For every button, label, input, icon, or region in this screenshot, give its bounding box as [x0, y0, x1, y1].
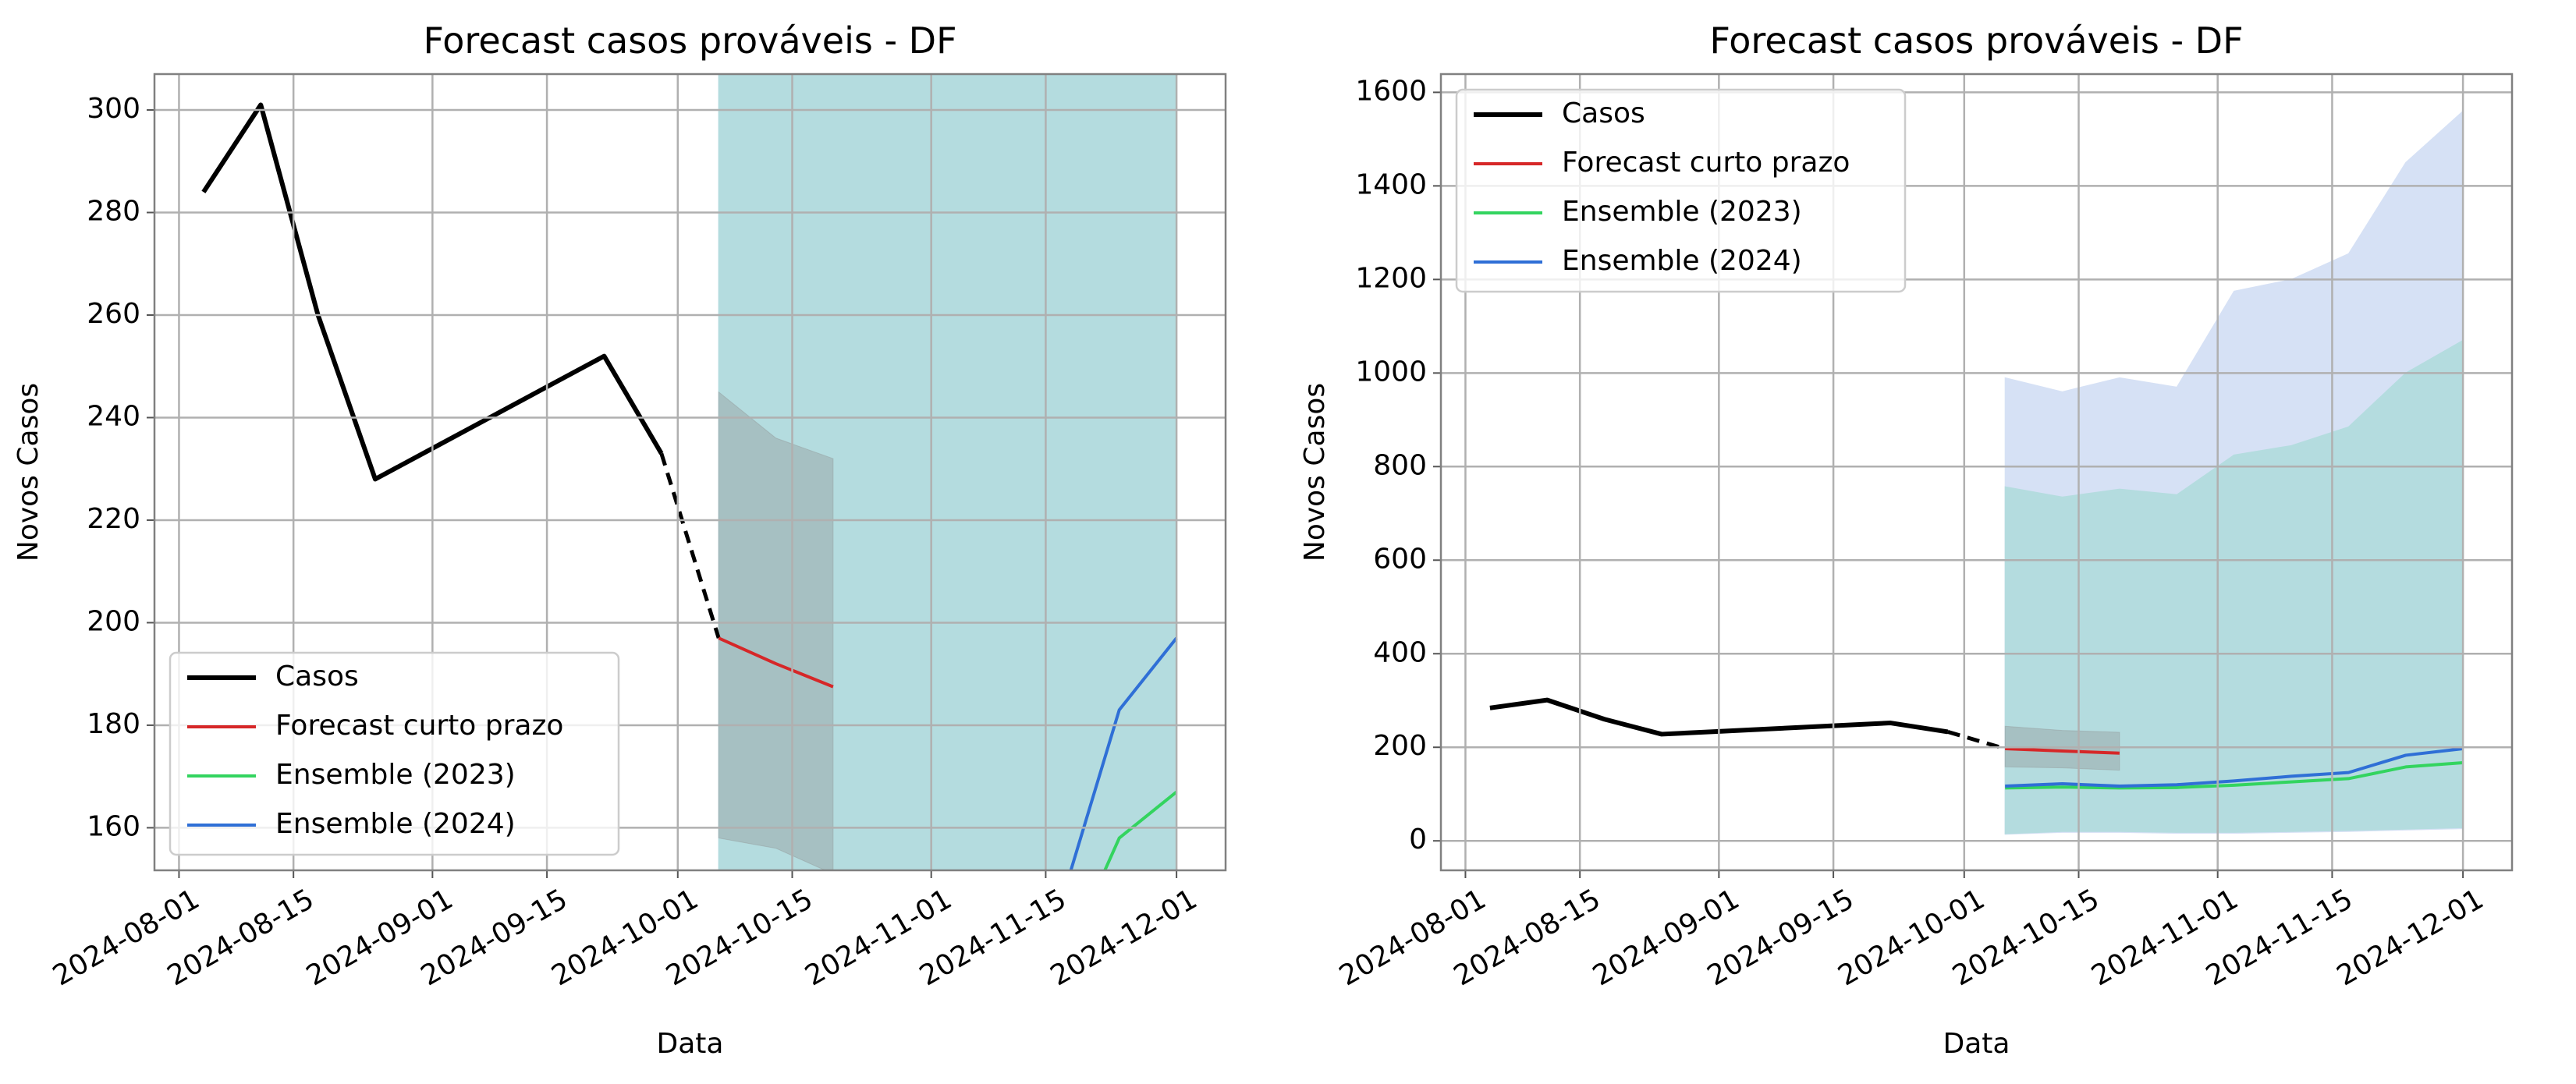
series-line: [1069, 636, 1178, 870]
series-line: [2005, 747, 2464, 788]
y-tick-label: 220: [87, 503, 140, 535]
legend-label: Casos: [1562, 97, 1645, 129]
y-tick-label: 400: [1373, 636, 1427, 668]
legend-box: [169, 651, 620, 856]
legend: Casos Forecast curto prazo Ensemble (2023)…: [1455, 88, 1907, 293]
axes-frame: [153, 73, 1227, 872]
y-tick-label: 180: [87, 708, 140, 740]
y-tick-label: 160: [87, 810, 140, 842]
axes-frame: [1439, 73, 2514, 872]
y-tick-label: 280: [87, 196, 140, 228]
series-line: [2005, 761, 2464, 790]
connector: [1947, 730, 2006, 751]
legend-label: Casos: [275, 661, 359, 693]
y-axis-label: Novos Casos: [12, 383, 44, 561]
legend-label: Ensemble (2023): [1562, 196, 1802, 228]
chart-title: Forecast casos prováveis - DF: [423, 19, 956, 62]
y-tick-label: 800: [1373, 449, 1427, 481]
x-axis-label: Data: [1943, 1028, 2010, 1060]
chart-title: Forecast casos prováveis - DF: [1709, 19, 2243, 62]
series-line: [2005, 747, 2120, 755]
legend-label: Ensemble (2024): [275, 808, 516, 840]
y-axis-label: Novos Casos: [1299, 383, 1331, 561]
legend-label: Forecast curto prazo: [275, 710, 563, 742]
confidence-band: [718, 391, 834, 870]
subplot: Forecast casos prováveis - DF Data Novos C…: [1299, 19, 2514, 1060]
series-line: [718, 636, 834, 689]
y-tick-label: 200: [87, 605, 140, 637]
y-tick-label: 1400: [1355, 168, 1427, 200]
plot-area: [201, 74, 1178, 870]
y-tick-label: 1600: [1355, 75, 1427, 107]
x-axis-label: Data: [657, 1028, 724, 1060]
legend: Casos Forecast curto prazo Ensemble (2023)…: [169, 651, 620, 856]
y-tick-label: 1200: [1355, 262, 1427, 294]
legend-label: Ensemble (2024): [1562, 245, 1802, 277]
subplot: Forecast casos prováveis - DF Data Novos C…: [12, 19, 1227, 1060]
x-tick-label: 2024-12-01: [1045, 883, 1203, 992]
y-tick-label: 260: [87, 298, 140, 330]
y-tick-label: 300: [87, 93, 140, 125]
x-tick-label: 2024-12-01: [2332, 883, 2489, 992]
y-tick-label: 200: [1373, 730, 1427, 762]
legend-label: Ensemble (2023): [275, 759, 516, 791]
y-tick-label: 240: [87, 400, 140, 432]
y-tick-label: 600: [1373, 543, 1427, 575]
connector: [659, 452, 721, 639]
y-tick-label: 0: [1409, 824, 1427, 856]
confidence-band: [718, 74, 1177, 870]
legend-label: Forecast curto prazo: [1562, 147, 1850, 179]
legend-box: [1455, 88, 1907, 293]
y-tick-label: 1000: [1355, 356, 1427, 388]
